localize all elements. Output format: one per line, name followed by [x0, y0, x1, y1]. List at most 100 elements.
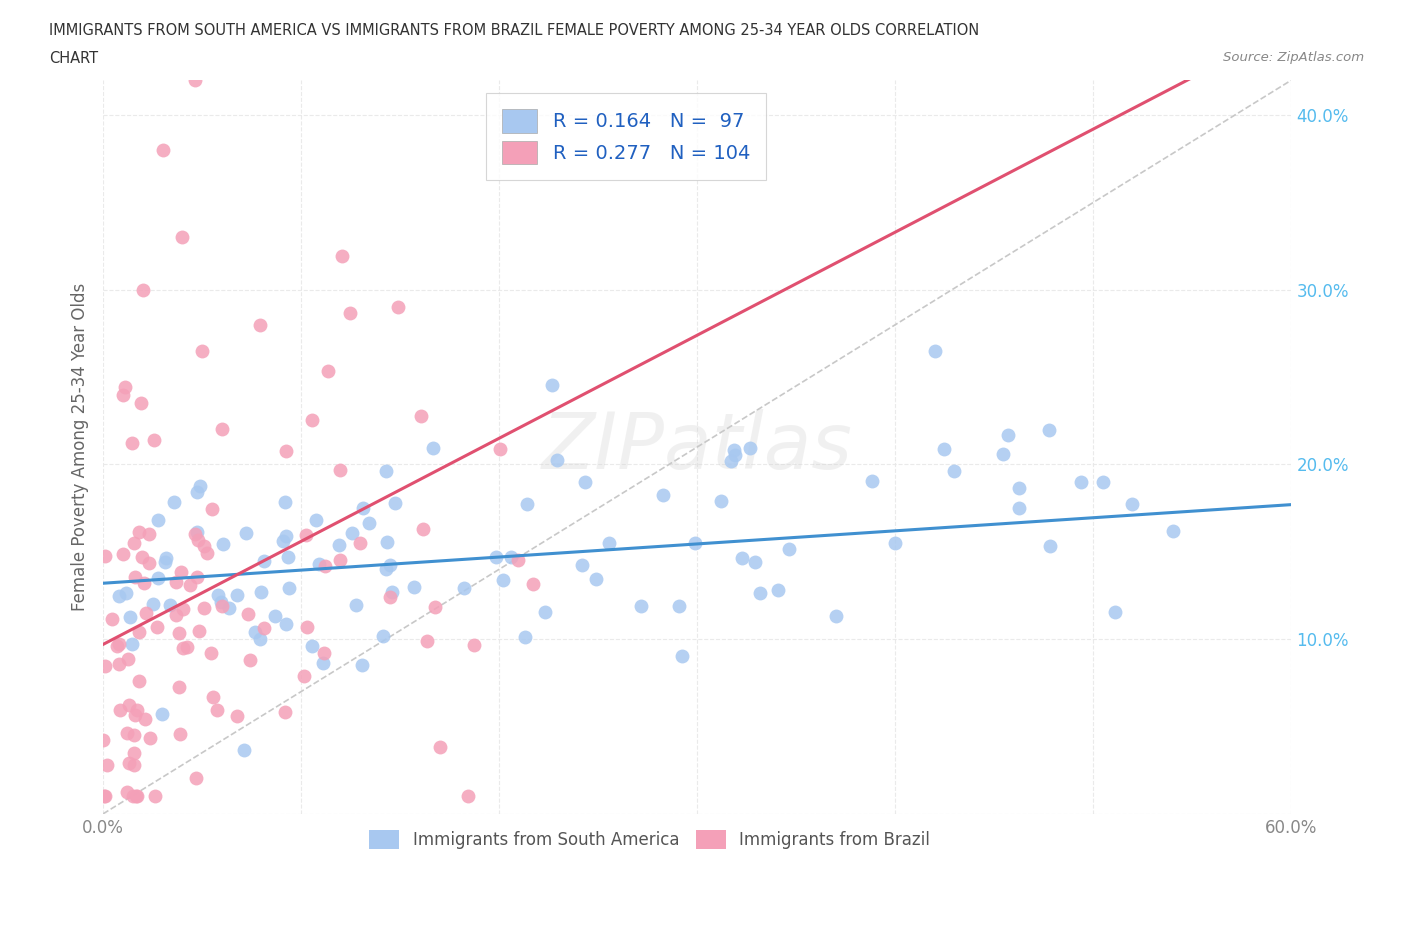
Point — [415, 633, 437, 648]
Point — [349, 536, 371, 551]
Point — [457, 789, 479, 804]
Point — [375, 561, 398, 576]
Point — [122, 746, 145, 761]
Point — [350, 658, 373, 672]
Point — [384, 495, 406, 510]
Point — [1038, 422, 1060, 437]
Point — [146, 571, 169, 586]
Point — [188, 623, 211, 638]
Point — [249, 585, 271, 600]
Point — [768, 582, 790, 597]
Point — [184, 771, 207, 786]
Point — [546, 453, 568, 468]
Point — [404, 579, 426, 594]
Point — [128, 525, 150, 539]
Point — [598, 536, 620, 551]
Point — [115, 785, 138, 800]
Point — [463, 637, 485, 652]
Point — [150, 706, 173, 721]
Point — [226, 709, 249, 724]
Point — [738, 441, 761, 456]
Text: Source: ZipAtlas.com: Source: ZipAtlas.com — [1223, 51, 1364, 64]
Point — [179, 578, 201, 592]
Point — [167, 680, 190, 695]
Point — [344, 597, 367, 612]
Point — [1104, 604, 1126, 619]
Point — [169, 726, 191, 741]
Point — [111, 387, 134, 402]
Point — [489, 442, 512, 457]
Point — [127, 702, 149, 717]
Point — [312, 646, 335, 661]
Point — [186, 485, 208, 500]
Text: ZIPatlas: ZIPatlas — [541, 409, 852, 485]
Point — [253, 553, 276, 568]
Point — [1121, 496, 1143, 511]
Point — [94, 658, 117, 673]
Point — [329, 552, 352, 567]
Point — [723, 442, 745, 457]
Point — [720, 454, 742, 469]
Point — [122, 536, 145, 551]
Point — [201, 690, 224, 705]
Point — [380, 558, 402, 573]
Point — [146, 512, 169, 527]
Point — [190, 478, 212, 493]
Point — [132, 283, 155, 298]
Point — [1008, 480, 1031, 495]
Point — [205, 703, 228, 718]
Point — [352, 500, 374, 515]
Point — [314, 558, 336, 573]
Point — [193, 601, 215, 616]
Point — [186, 525, 208, 539]
Point — [274, 444, 297, 458]
Point — [373, 629, 395, 644]
Point — [274, 704, 297, 719]
Point — [163, 494, 186, 509]
Point — [108, 589, 131, 604]
Point — [276, 550, 298, 565]
Point — [226, 588, 249, 603]
Point — [924, 343, 946, 358]
Point — [724, 447, 747, 462]
Point — [131, 395, 153, 410]
Point — [118, 756, 141, 771]
Point — [124, 569, 146, 584]
Point — [115, 725, 138, 740]
Point — [184, 73, 207, 87]
Point — [115, 585, 138, 600]
Point — [155, 551, 177, 565]
Point — [121, 435, 143, 450]
Point — [860, 473, 883, 488]
Y-axis label: Female Poverty Among 25-34 Year Olds: Female Poverty Among 25-34 Year Olds — [72, 283, 89, 611]
Point — [263, 608, 285, 623]
Point — [329, 462, 352, 477]
Point — [274, 616, 297, 631]
Point — [253, 621, 276, 636]
Point — [172, 230, 194, 245]
Point — [186, 569, 208, 584]
Point — [340, 526, 363, 541]
Point — [138, 555, 160, 570]
Point — [993, 447, 1015, 462]
Point — [167, 626, 190, 641]
Point — [134, 576, 156, 591]
Point — [172, 602, 194, 617]
Point — [501, 550, 523, 565]
Point — [211, 599, 233, 614]
Point — [139, 730, 162, 745]
Point — [124, 789, 146, 804]
Point — [533, 604, 555, 619]
Point — [301, 413, 323, 428]
Point — [380, 590, 402, 604]
Point — [138, 526, 160, 541]
Point — [297, 620, 319, 635]
Point — [176, 640, 198, 655]
Point — [516, 497, 538, 512]
Point — [172, 640, 194, 655]
Point — [328, 538, 350, 552]
Point — [249, 631, 271, 646]
Point — [411, 408, 433, 423]
Point — [271, 534, 294, 549]
Point — [134, 712, 156, 727]
